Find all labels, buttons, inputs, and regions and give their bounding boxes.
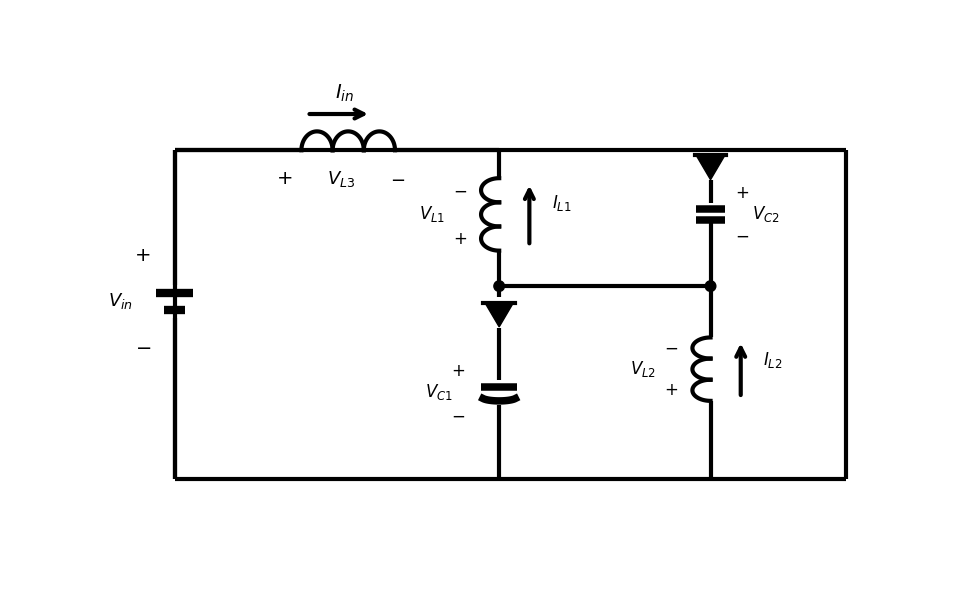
Circle shape <box>705 281 716 292</box>
Text: $-$: $-$ <box>735 227 749 244</box>
Text: $I_{in}$: $I_{in}$ <box>335 83 355 104</box>
Text: $+$: $+$ <box>664 381 678 399</box>
Text: $I_{L1}$: $I_{L1}$ <box>552 193 572 213</box>
Text: $V_{L3}$: $V_{L3}$ <box>326 169 355 189</box>
Text: $+$: $+$ <box>276 170 292 188</box>
Text: $+$: $+$ <box>453 230 467 247</box>
Polygon shape <box>696 155 725 180</box>
Text: $+$: $+$ <box>451 362 465 380</box>
Text: $V_{C2}$: $V_{C2}$ <box>752 204 780 224</box>
Text: $-$: $-$ <box>664 339 678 357</box>
Text: $-$: $-$ <box>134 337 151 356</box>
Text: $V_{C1}$: $V_{C1}$ <box>425 382 452 402</box>
Polygon shape <box>485 303 513 327</box>
Text: $I_{L2}$: $I_{L2}$ <box>764 350 783 370</box>
Text: $-$: $-$ <box>451 407 465 425</box>
Circle shape <box>494 281 505 292</box>
Text: $+$: $+$ <box>735 184 749 202</box>
Text: $V_{L1}$: $V_{L1}$ <box>419 204 445 224</box>
Text: $-$: $-$ <box>390 170 405 188</box>
Text: +: + <box>134 246 151 266</box>
Text: $V_{in}$: $V_{in}$ <box>108 291 133 311</box>
Text: $-$: $-$ <box>453 181 467 199</box>
Text: $V_{L2}$: $V_{L2}$ <box>630 359 656 379</box>
